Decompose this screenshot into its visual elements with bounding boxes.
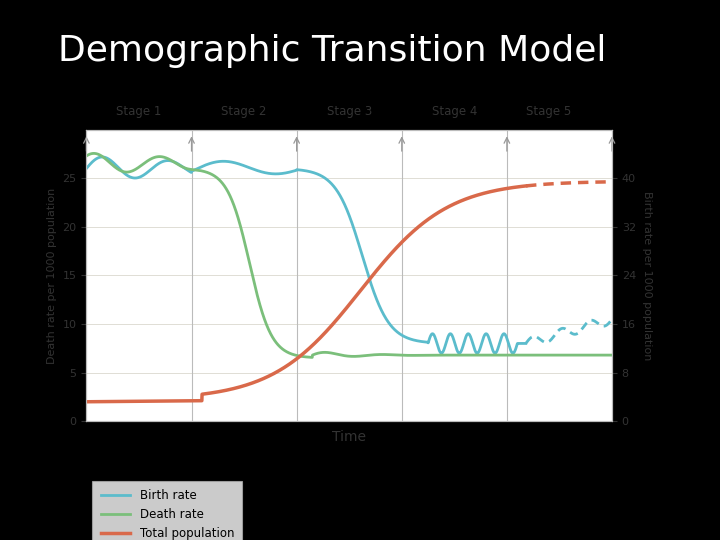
- Y-axis label: Birth rate per 1000 population: Birth rate per 1000 population: [642, 191, 652, 360]
- Text: Stage 3: Stage 3: [327, 105, 372, 118]
- Text: Stage 4: Stage 4: [431, 105, 477, 118]
- Text: Stage 1: Stage 1: [116, 105, 162, 118]
- Text: Demographic Transition Model: Demographic Transition Model: [58, 35, 606, 68]
- Text: Stage 5: Stage 5: [526, 105, 572, 118]
- Legend: Birth rate, Death rate, Total population, Projection: Birth rate, Death rate, Total population…: [92, 481, 243, 540]
- Y-axis label: Death rate per 1000 population: Death rate per 1000 population: [47, 187, 57, 363]
- Text: Stage 2: Stage 2: [221, 105, 267, 118]
- X-axis label: Time: Time: [332, 429, 366, 443]
